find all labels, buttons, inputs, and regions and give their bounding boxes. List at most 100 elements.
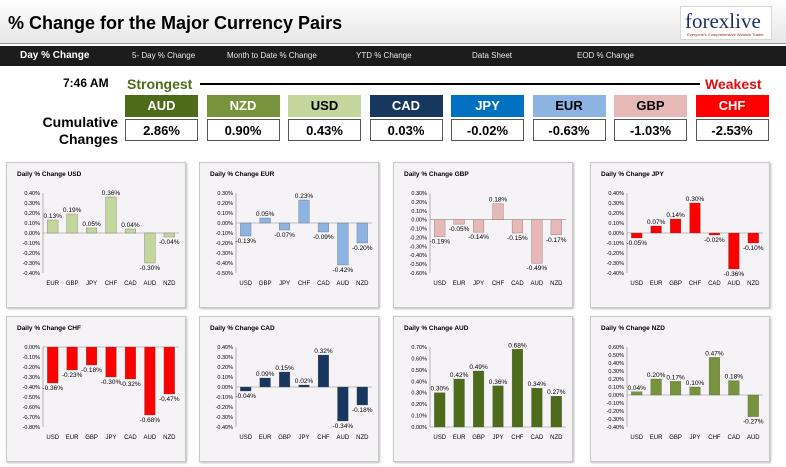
chart-title: Daily % Change CAD [210, 325, 275, 332]
y-tick-label: -0.10% [216, 231, 234, 237]
y-tick-label: -0.50% [410, 262, 428, 268]
data-label: 0.17% [666, 374, 685, 381]
bar-aud [144, 232, 156, 264]
x-tick-label: JPY [473, 281, 484, 287]
chart-title: Daily % Change AUD [404, 325, 469, 332]
bar-jpy [473, 219, 485, 233]
y-tick-label: -0.40% [23, 271, 41, 277]
title-bar: % Change for the Major Currency Pairs fo… [0, 0, 786, 44]
y-tick-label: 0.20% [411, 402, 427, 408]
currency-box-eur: EUR -0.63% [532, 95, 606, 141]
data-label: -0.02% [704, 237, 725, 244]
bar-chf [317, 354, 329, 388]
chart-daily-change-cad: Daily % Change CAD 0.40% 0.30% 0.20% 0.10% 0.… [199, 316, 379, 462]
y-tick-label: 0.30% [608, 201, 624, 207]
tab-ytd-change[interactable]: YTD % Change [356, 51, 412, 60]
bar-aud [144, 346, 156, 416]
chart-title: Daily % Change USD [17, 171, 82, 178]
y-tick-label: -0.30% [216, 415, 234, 421]
x-tick-label: NZD [747, 281, 760, 287]
x-tick-label: AUD [747, 435, 760, 441]
bar-aud [728, 232, 740, 270]
bar-usd [434, 219, 446, 237]
y-tick-label: 0.10% [411, 414, 427, 420]
currency-cumulative-value: -0.02% [451, 119, 524, 141]
tab-eod-change[interactable]: EOD % Change [577, 51, 634, 60]
bar-cad [124, 346, 136, 380]
data-label: 0.68% [508, 342, 527, 349]
data-label: -0.15% [507, 235, 528, 242]
y-tick-label: 0.00% [217, 385, 233, 391]
y-tick-label: 0.10% [608, 221, 624, 227]
bar-nzd [163, 346, 175, 395]
chart-daily-change-gbp: Daily % Change GBP 0.30% 0.20% 0.10% 0.00% -0… [393, 162, 573, 308]
data-label: 0.32% [314, 348, 333, 355]
y-tick-label: -0.20% [607, 251, 625, 257]
x-tick-label: USD [433, 435, 446, 441]
data-label: -0.05% [626, 240, 647, 247]
bar-chart: 0.40%0.30%0.20%0.10%0.00%-0.10%-0.20%-0.… [607, 191, 764, 287]
bar-eur [47, 219, 59, 234]
data-label: 0.05% [82, 221, 101, 228]
data-label: -0.14% [468, 234, 489, 241]
x-tick-label: CHF [511, 435, 524, 441]
x-tick-label: AUD [144, 435, 157, 441]
tab-day-change[interactable]: Day % Change [20, 50, 90, 61]
bar-cad [317, 222, 329, 233]
x-tick-label: CHF [492, 281, 505, 287]
x-tick-label: NZD [550, 281, 563, 287]
forexlive-logo[interactable]: forexlive Everyone's Comprehensive Windo… [680, 6, 772, 40]
data-label: -0.10% [743, 245, 764, 252]
x-tick-label: AUD [144, 281, 157, 287]
x-tick-label: CAD [531, 435, 544, 441]
bar-gbp [279, 371, 291, 388]
x-tick-label: JPY [689, 435, 700, 441]
x-tick-label: USD [239, 281, 252, 287]
data-label: 0.18% [725, 374, 744, 381]
currency-code: AUD [125, 95, 198, 117]
y-tick-label: -0.10% [410, 227, 428, 233]
tab-5-day-change[interactable]: 5- Day % Change [132, 51, 196, 60]
tab-data-sheet[interactable]: Data Sheet [472, 51, 513, 60]
currency-box-nzd: NZD 0.90% [206, 95, 280, 141]
bar-gbp [670, 218, 682, 234]
y-tick-label: 0.00% [411, 218, 427, 224]
x-tick-label: JPY [86, 281, 97, 287]
bar-cad [124, 228, 136, 234]
data-label: 0.04% [121, 222, 140, 229]
bar-gbp [670, 381, 682, 396]
bar-usd [240, 386, 252, 392]
x-tick-label: CAD [124, 281, 137, 287]
currency-code: EUR [532, 95, 606, 117]
y-tick-label: -0.50% [23, 395, 41, 401]
y-tick-label: 0.60% [411, 356, 427, 362]
strength-scale-line [200, 83, 700, 85]
y-tick-label: 0.30% [411, 391, 427, 397]
y-tick-label: 0.00% [24, 345, 40, 351]
y-tick-label: -0.20% [607, 409, 625, 415]
y-tick-label: -0.40% [607, 271, 625, 277]
data-label: 0.30% [686, 196, 705, 203]
tab-month-to-date[interactable]: Month to Date % Change [227, 51, 317, 60]
y-tick-label: 0.00% [608, 231, 624, 237]
bar-nzd [550, 219, 562, 235]
y-tick-label: 0.40% [217, 345, 233, 351]
currency-cumulative-value: -1.03% [614, 119, 687, 141]
x-tick-label: NZD [163, 435, 176, 441]
x-tick-label: NZD [163, 281, 176, 287]
x-tick-label: NZD [356, 281, 369, 287]
bar-nzd [356, 386, 368, 406]
data-label: -0.32% [120, 381, 141, 388]
chart-title: Daily % Change EUR [210, 171, 275, 178]
currency-code: NZD [206, 95, 280, 117]
data-label: -0.68% [140, 417, 161, 424]
bar-aud [747, 394, 759, 417]
bar-nzd [550, 395, 562, 428]
y-tick-label: 0.30% [24, 201, 40, 207]
data-label: -0.30% [140, 265, 161, 272]
x-tick-label: EUR [650, 281, 663, 287]
bar-usd [434, 392, 446, 428]
x-tick-label: CHF [298, 281, 311, 287]
x-tick-label: AUD [728, 281, 741, 287]
data-label: -0.34% [333, 423, 354, 430]
